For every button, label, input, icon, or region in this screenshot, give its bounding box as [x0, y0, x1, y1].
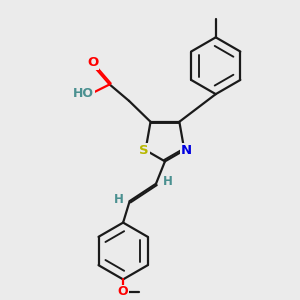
Text: HO: HO [73, 87, 94, 100]
Text: O: O [87, 56, 98, 69]
Text: O: O [118, 285, 128, 298]
Text: N: N [181, 144, 192, 157]
Text: S: S [139, 144, 149, 157]
Text: H: H [162, 175, 172, 188]
Text: H: H [113, 193, 123, 206]
